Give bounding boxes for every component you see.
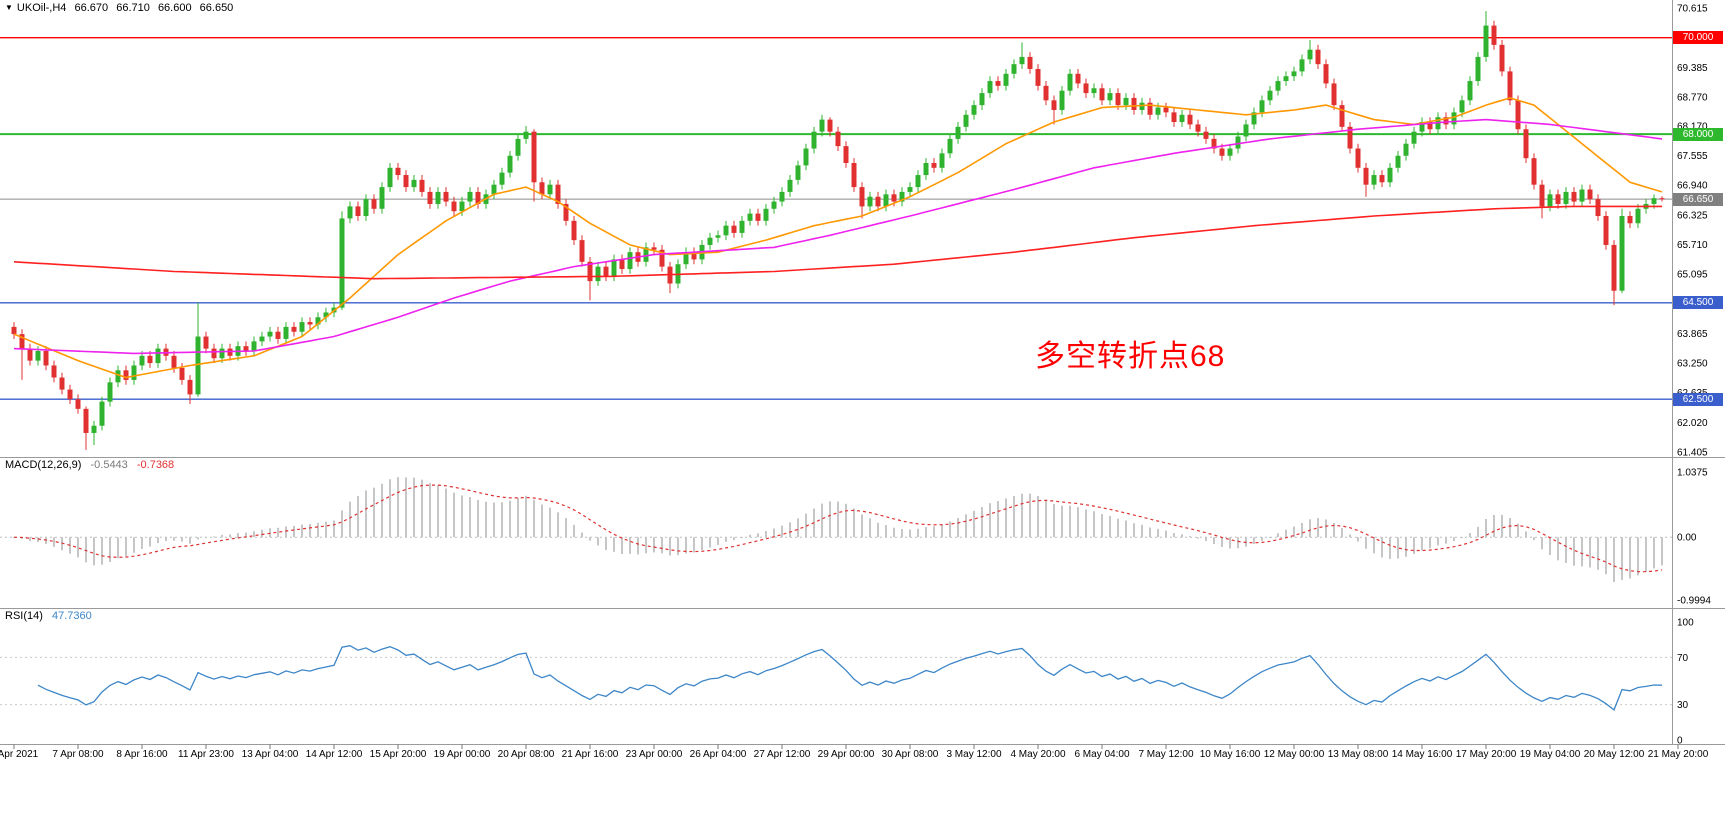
ohlc-open: 66.670 xyxy=(74,2,109,14)
time-axis-label: 15 Apr 20:00 xyxy=(370,749,427,760)
time-axis-label: 29 Apr 00:00 xyxy=(818,749,875,760)
macd-axis-label: 0.00 xyxy=(1677,533,1697,544)
rsi-axis-label: 0 xyxy=(1677,736,1683,747)
time-axis-label: 30 Apr 08:00 xyxy=(882,749,939,760)
price-badge-70000: 70.000 xyxy=(1673,31,1723,45)
price-axis-label: 69.385 xyxy=(1677,63,1708,74)
time-axis-label: 4 May 20:00 xyxy=(1010,749,1065,760)
time-axis-label: 14 Apr 12:00 xyxy=(306,749,363,760)
chart-header: ▼ UKOil-,H4 66.670 66.710 66.600 66.650 xyxy=(5,2,238,14)
ohlc-low: 66.600 xyxy=(157,2,192,14)
rsi-indicator-label: RSI(14) 47.7360 xyxy=(5,610,98,622)
time-axis-label: 13 May 08:00 xyxy=(1328,749,1389,760)
time-axis-label: 5 Apr 2021 xyxy=(0,749,39,760)
time-axis-label: 12 May 00:00 xyxy=(1264,749,1325,760)
price-badge-current: 66.650 xyxy=(1673,192,1723,206)
rsi-name: RSI(14) xyxy=(5,610,43,622)
macd-signal-value: -0.7368 xyxy=(136,459,175,471)
time-axis-label: 23 Apr 00:00 xyxy=(626,749,683,760)
time-axis-label: 3 May 12:00 xyxy=(946,749,1001,760)
symbol-timeframe-label: UKOil-,H4 xyxy=(16,2,67,14)
time-axis-label: 10 May 16:00 xyxy=(1200,749,1261,760)
time-axis-label: 19 Apr 00:00 xyxy=(434,749,491,760)
price-axis-label: 67.555 xyxy=(1677,151,1708,162)
time-axis-label: 6 May 04:00 xyxy=(1074,749,1129,760)
time-axis-label: 21 May 20:00 xyxy=(1648,749,1709,760)
price-badge-64500: 64.500 xyxy=(1673,296,1723,310)
time-axis-label: 19 May 04:00 xyxy=(1520,749,1581,760)
time-axis-label: 27 Apr 12:00 xyxy=(754,749,811,760)
price-axis-label: 63.865 xyxy=(1677,329,1708,340)
macd-indicator-label: MACD(12,26,9) -0.5443 -0.7368 xyxy=(5,459,180,471)
price-badge-62500: 62.500 xyxy=(1673,392,1723,406)
price-axis-label: 65.710 xyxy=(1677,240,1708,251)
price-axis-label: 63.250 xyxy=(1677,359,1708,370)
time-axis-label: 26 Apr 04:00 xyxy=(690,749,747,760)
macd-name: MACD(12,26,9) xyxy=(5,459,82,471)
time-axis-label: 7 Apr 08:00 xyxy=(52,749,104,760)
macd-axis-label: -0.9994 xyxy=(1677,596,1711,607)
time-axis-label: 21 Apr 16:00 xyxy=(562,749,619,760)
rsi-axis-label: 30 xyxy=(1677,700,1689,711)
price-axis-label: 62.020 xyxy=(1677,418,1708,429)
time-axis-label: 11 Apr 23:00 xyxy=(178,749,234,760)
time-axis-label: 17 May 20:00 xyxy=(1456,749,1517,760)
price-axis-label: 70.615 xyxy=(1677,4,1708,15)
price-axis-label: 66.325 xyxy=(1677,210,1708,221)
ma-fast-orange xyxy=(13,97,1663,379)
symbol-marker-icon: ▼ xyxy=(5,3,13,12)
ma-slow-red xyxy=(13,205,1662,280)
time-axis-label: 8 Apr 16:00 xyxy=(116,749,168,760)
rsi-axis-label: 100 xyxy=(1677,618,1694,629)
time-axis-label: 13 Apr 04:00 xyxy=(242,749,299,760)
rsi-line xyxy=(37,645,1663,711)
time-axis-label: 20 Apr 08:00 xyxy=(498,749,555,760)
price-axis-label: 61.405 xyxy=(1677,448,1708,459)
macd-main-value: -0.5443 xyxy=(90,459,128,471)
price-axis-label: 65.095 xyxy=(1677,270,1708,281)
time-axis-label: 14 May 16:00 xyxy=(1392,749,1453,760)
ohlc-high: 66.710 xyxy=(116,2,150,14)
ohlc-close: 66.650 xyxy=(199,2,234,14)
time-axis-label: 7 May 12:00 xyxy=(1138,749,1193,760)
time-axis-label: 20 May 12:00 xyxy=(1584,749,1645,760)
rsi-axis-label: 70 xyxy=(1677,653,1689,664)
price-axis-label: 68.770 xyxy=(1677,92,1708,103)
price-axis-label: 68.170 xyxy=(1677,121,1708,132)
macd-axis-label: 1.0375 xyxy=(1677,468,1708,479)
price-axis-label: 66.940 xyxy=(1677,181,1708,192)
rsi-value: 47.7360 xyxy=(51,610,92,622)
ma-medium-magenta xyxy=(13,118,1663,355)
price-badge-68000: 68.000 xyxy=(1673,127,1723,141)
annotation-text[interactable]: 多空转折点68 xyxy=(1035,340,1226,373)
